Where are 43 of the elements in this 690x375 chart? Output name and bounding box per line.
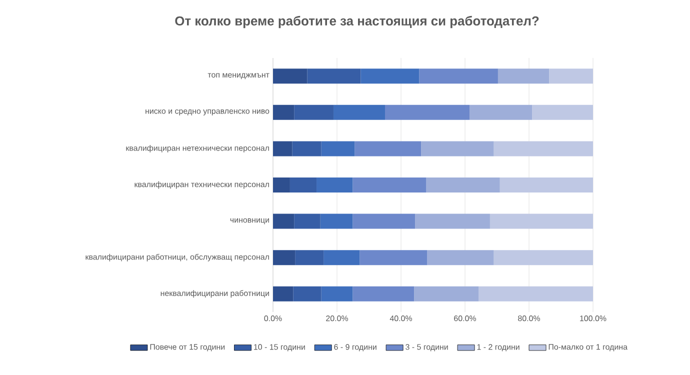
bar <box>352 214 416 229</box>
bar <box>478 286 594 302</box>
bar <box>333 104 386 120</box>
bar <box>385 104 470 120</box>
bar <box>316 178 353 193</box>
bar <box>360 68 420 84</box>
bar <box>307 68 361 84</box>
bar <box>500 178 594 193</box>
bar <box>294 214 320 229</box>
bar <box>494 250 594 266</box>
bar <box>421 141 494 156</box>
bar <box>494 141 594 156</box>
bar <box>360 250 428 266</box>
bar <box>273 214 294 229</box>
bar <box>320 214 353 229</box>
bar <box>498 68 550 84</box>
bar <box>273 68 308 84</box>
bar <box>419 68 498 84</box>
bar <box>354 141 422 156</box>
chart-title: От колко време работите за настоящия си работодател? <box>175 16 539 28</box>
bar <box>273 286 294 302</box>
bar <box>426 178 500 193</box>
bar <box>295 250 324 266</box>
bar <box>321 286 353 302</box>
bar <box>549 68 594 84</box>
bar <box>469 104 532 120</box>
bar <box>293 286 322 302</box>
bar <box>273 141 292 156</box>
bar <box>324 250 360 266</box>
bar <box>292 141 322 156</box>
bar <box>294 104 334 120</box>
bar <box>273 250 296 266</box>
bar <box>427 250 494 266</box>
bar <box>273 104 294 120</box>
bar <box>490 214 594 229</box>
bar <box>352 286 414 302</box>
bar <box>415 214 490 229</box>
bar <box>414 286 479 302</box>
bar <box>352 178 426 193</box>
bar <box>321 141 355 156</box>
bar <box>273 178 290 193</box>
bar <box>290 178 317 193</box>
bar <box>532 104 594 120</box>
